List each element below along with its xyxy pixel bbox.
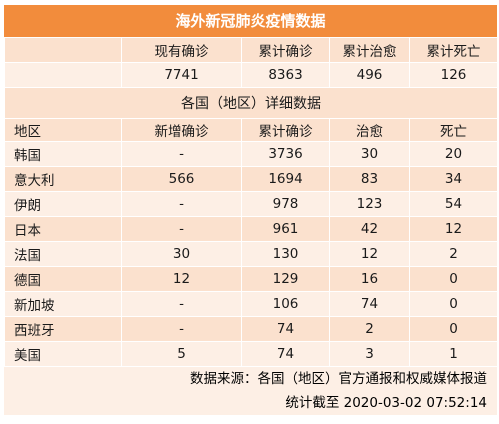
table-cell: 106 [241,291,330,317]
table-cell: 1 [409,341,498,367]
summary-header-cell: 累计确诊 [241,37,330,63]
table-cell: 74 [241,341,330,367]
table-row: 法国 30 130 12 2 [4,241,498,267]
region-name-cell: 韩国 [4,141,122,167]
table-cell: 5 [121,341,242,367]
table-cell: 566 [121,166,242,192]
summary-header-cell: 现有确诊 [121,37,242,63]
table-cell: 130 [241,241,330,267]
region-name-cell: 法国 [4,241,122,267]
summary-header-cell [4,37,122,63]
table-cell: 123 [329,191,410,217]
table-cell: 12 [409,216,498,242]
table-cell: 961 [241,216,330,242]
timestamp: 统计截至 2020-03-02 07:52:14 [4,391,497,415]
page-title: 海外新冠肺炎疫情数据 [4,5,497,37]
table-cell: - [121,316,242,342]
region-name-cell: 新加坡 [4,291,122,317]
table-cell: 74 [329,291,410,317]
table-cell: 1694 [241,166,330,192]
table-row: 美国 5 74 3 1 [4,341,498,367]
table-cell: 3736 [241,141,330,167]
table-cell: 74 [241,316,330,342]
table-cell: - [121,216,242,242]
detail-title: 各国（地区）详细数据 [4,87,498,119]
region-name-cell: 日本 [4,216,122,242]
table-cell: 83 [329,166,410,192]
table-cell: 12 [121,266,242,292]
column-header: 死亡 [409,118,498,142]
detail-column-header-row: 地区 新增确诊 累计确诊 治愈 死亡 [4,118,498,142]
table-cell: 0 [409,291,498,317]
table-cell: 16 [329,266,410,292]
column-header: 新增确诊 [121,118,242,142]
table-cell: 978 [241,191,330,217]
region-name-cell: 伊朗 [4,191,122,217]
table-cell: 30 [329,141,410,167]
table-cell: 0 [409,266,498,292]
table-cell: 34 [409,166,498,192]
table-row: 新加坡 -106 74 0 [4,291,498,317]
table-row: 日本 -961 42 12 [4,216,498,242]
table-cell: - [121,291,242,317]
summary-value-cell [4,62,122,88]
table-cell: 2 [409,241,498,267]
summary-value-row: 7741 8363 496 126 [4,62,498,88]
summary-value-cell: 126 [409,62,498,88]
table-cell: 54 [409,191,498,217]
table-cell: 3 [329,341,410,367]
summary-value-cell: 8363 [241,62,330,88]
region-name-cell: 意大利 [4,166,122,192]
table-row: 韩国 -3736 30 20 [4,141,498,167]
summary-header-row: 现有确诊 累计确诊 累计治愈 累计死亡 [4,37,498,63]
table-row: 西班牙 -74 2 0 [4,316,498,342]
column-header: 累计确诊 [241,118,330,142]
data-table: 现有确诊 累计确诊 累计治愈 累计死亡 7741 8363 496 126 各国… [4,37,498,367]
table-row: 德国 12 129 16 0 [4,266,498,292]
column-header: 治愈 [329,118,410,142]
summary-value-cell: 496 [329,62,410,88]
source-note: 数据来源：各国（地区）官方通报和权威媒体报道 [4,367,497,391]
table-cell: 0 [409,316,498,342]
region-name-cell: 西班牙 [4,316,122,342]
table-cell: 2 [329,316,410,342]
table-cell: 20 [409,141,498,167]
table-row: 伊朗 -978 123 54 [4,191,498,217]
table-cell: 12 [329,241,410,267]
summary-header-cell: 累计死亡 [409,37,498,63]
region-name-cell: 德国 [4,266,122,292]
table-cell: - [121,191,242,217]
detail-rows: 韩国 -3736 30 20 意大利 566 1694 83 34 伊朗 -978 123 54 日本 -9… [4,141,498,367]
column-header: 地区 [4,118,122,142]
table-cell: 129 [241,266,330,292]
summary-header-cell: 累计治愈 [329,37,410,63]
epidemic-data-card: 海外新冠肺炎疫情数据 现有确诊 累计确诊 累计治愈 累计死亡 7741 8363… [4,5,498,415]
detail-title-row: 各国（地区）详细数据 [4,87,498,119]
table-cell: 30 [121,241,242,267]
table-cell: - [121,141,242,167]
table-cell: 42 [329,216,410,242]
summary-value-cell: 7741 [121,62,242,88]
region-name-cell: 美国 [4,341,122,367]
table-row: 意大利 566 1694 83 34 [4,166,498,192]
